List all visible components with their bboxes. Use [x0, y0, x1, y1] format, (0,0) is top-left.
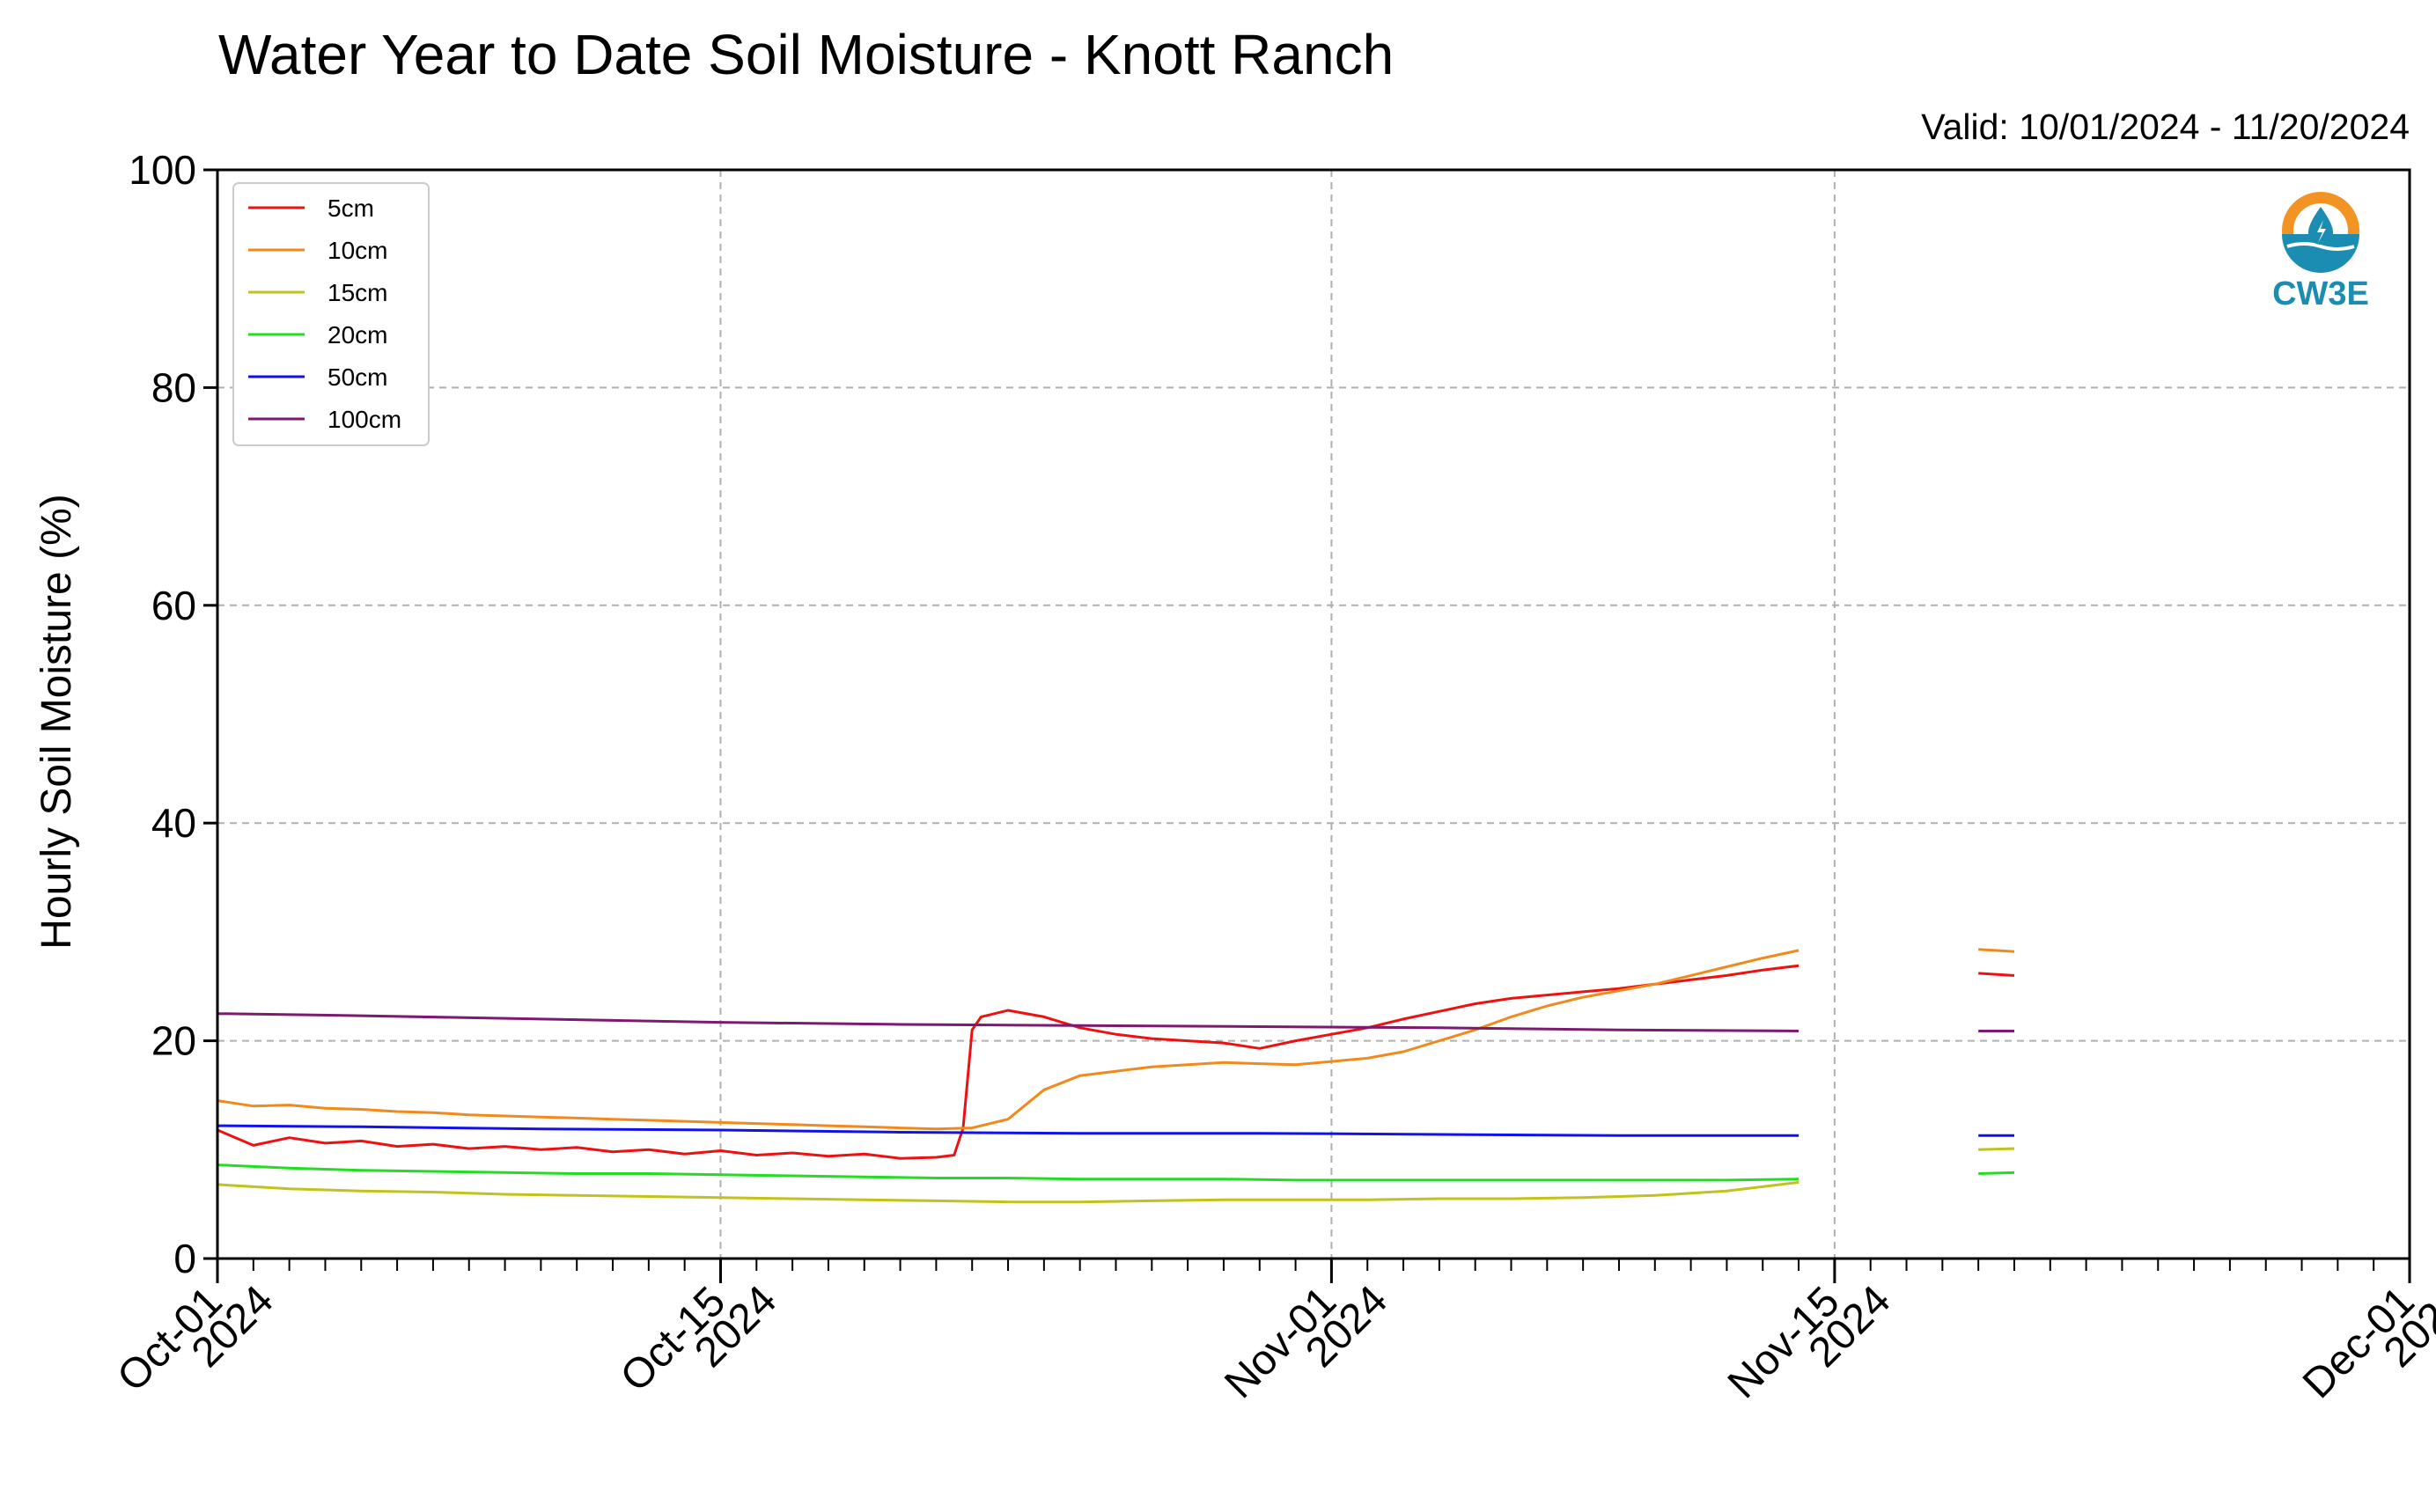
plot-frame: [216, 168, 2411, 1260]
legend-label: 50cm: [327, 363, 387, 391]
legend-label: 100cm: [327, 406, 401, 433]
series-line-50cm: [217, 1124, 1799, 1137]
series-line-20cm: [1978, 1171, 2015, 1175]
legend-label: 10cm: [327, 237, 387, 264]
y-tick-label: 100: [129, 147, 196, 193]
series-line-15cm: [217, 1180, 1799, 1204]
y-tick-label: 20: [151, 1018, 196, 1064]
y-tick-label: 40: [151, 800, 196, 846]
y-axis-label: Hourly Soil Moisture (%): [33, 494, 80, 949]
legend-label: 15cm: [327, 279, 387, 306]
series-line-5cm: [1978, 972, 2015, 977]
series-line-10cm: [217, 949, 1799, 1131]
series-line-5cm: [217, 964, 1799, 1160]
chart-title: Water Year to Date Soil Moisture - Knott…: [218, 23, 1394, 86]
y-tick-label: 80: [151, 364, 196, 410]
series-line-100cm: [217, 1012, 1799, 1032]
logo-bolt-icon: [2317, 220, 2326, 243]
legend-label: 5cm: [327, 195, 374, 222]
y-axis-ticks: 0 20 40 60 80 100: [129, 147, 217, 1281]
y-tick-label: 60: [151, 583, 196, 628]
series-line-20cm: [217, 1163, 1799, 1182]
cw3e-logo: CW3E: [2272, 192, 2369, 312]
y-tick-label: 0: [173, 1236, 196, 1281]
legend-label: 20cm: [327, 321, 387, 349]
chart-subtitle: Valid: 10/01/2024 - 11/20/2024: [1921, 106, 2410, 147]
series-lines: [217, 948, 2015, 1204]
logo-text: CW3E: [2272, 275, 2369, 312]
series-line-10cm: [1978, 948, 2015, 953]
legend: 5cm 10cm 15cm 20cm 50cm 100cm: [232, 182, 430, 446]
grid-lines: [217, 170, 2410, 1259]
logo-wave: [2286, 242, 2355, 251]
